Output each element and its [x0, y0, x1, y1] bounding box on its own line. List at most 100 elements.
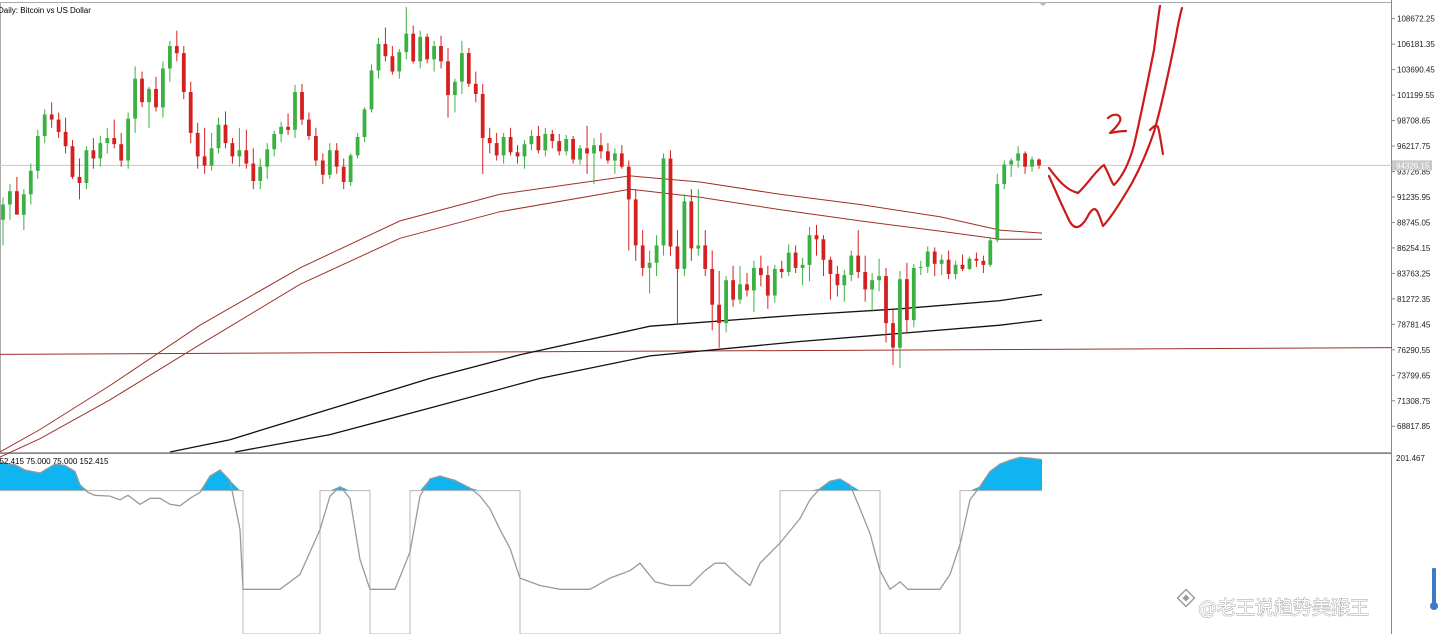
bull-candle-body — [543, 133, 548, 151]
bear-candle-body — [828, 259, 833, 274]
current-price-box — [1392, 160, 1432, 171]
candle — [800, 257, 805, 286]
bear-candle-body — [557, 141, 562, 152]
bear-candle-body — [473, 83, 478, 94]
price-panel — [0, 2, 1392, 453]
bull-candle-body — [460, 53, 464, 82]
bull-candle-body — [647, 262, 652, 268]
bear-candle-body — [341, 166, 346, 182]
candle — [543, 127, 548, 157]
axis-label: 108672.25 — [1397, 15, 1435, 24]
axis-label: 71308.75 — [1397, 397, 1431, 406]
candle — [1030, 156, 1034, 172]
bear-candle-body — [974, 258, 979, 261]
candle — [91, 138, 96, 169]
candle — [369, 64, 374, 113]
axis-label: 101199.55 — [1397, 91, 1435, 100]
candle — [835, 265, 840, 297]
candle — [84, 146, 89, 190]
bear-candle-body — [731, 280, 735, 300]
candle — [905, 262, 909, 333]
bull-candle-body — [807, 235, 812, 265]
candle — [140, 71, 144, 108]
bear-candle-body — [606, 151, 610, 161]
candle — [745, 273, 749, 297]
candle — [550, 129, 555, 149]
candle — [870, 273, 874, 312]
bear-candle-body — [619, 153, 624, 167]
bear-candle-body — [439, 46, 443, 62]
candle — [15, 176, 19, 215]
candle — [293, 84, 297, 139]
candle — [446, 48, 450, 118]
candle — [334, 143, 339, 174]
bear-candle-body — [703, 245, 708, 269]
bull-candle-body — [418, 36, 423, 62]
candle — [807, 227, 812, 282]
candle — [209, 132, 214, 171]
hand-drawn-annotation — [1047, 4, 1184, 229]
bull-candle-body — [348, 155, 353, 182]
candle — [626, 160, 631, 251]
candle — [515, 145, 520, 164]
price-axis: 108672.25 106181.35 103690.45 101199.55 9870… — [1391, 15, 1435, 431]
candle — [613, 148, 617, 174]
candle — [786, 244, 791, 277]
candle — [946, 250, 951, 280]
candle — [188, 81, 193, 144]
red-moving-average-line — [0, 175, 1043, 453]
bear-candle-body — [300, 92, 304, 120]
candle — [404, 7, 409, 60]
candle — [814, 224, 819, 256]
bull-candle-body — [272, 133, 277, 150]
bear-candle-body — [70, 146, 75, 177]
bull-candle-body — [654, 245, 659, 263]
bull-candle-body — [898, 279, 902, 348]
bear-candle-body — [202, 156, 207, 166]
bear-candle-body — [814, 235, 819, 240]
bull-candle-body — [772, 268, 777, 296]
bull-candle-body — [738, 284, 742, 300]
scroll-thermometer-icon[interactable] — [1430, 568, 1438, 610]
bear-candle-body — [56, 119, 61, 132]
candle — [842, 269, 847, 302]
candle — [696, 189, 701, 256]
bear-candle-body — [960, 264, 965, 269]
candle — [647, 250, 652, 294]
bull-candle-body — [529, 136, 534, 145]
candle — [8, 184, 12, 220]
bull-candle-body — [327, 150, 332, 175]
candle — [119, 132, 124, 167]
candle — [279, 121, 283, 143]
bull-candle-body — [216, 124, 221, 149]
bull-candle-body — [682, 201, 687, 269]
candle — [376, 37, 381, 79]
candle — [314, 127, 318, 166]
oscillator-line — [0, 456, 1043, 591]
moving-averages — [0, 175, 1043, 458]
candle — [1016, 146, 1020, 168]
bull-candle-body — [800, 264, 805, 268]
candle — [265, 143, 270, 179]
bear-candle-body — [181, 53, 186, 92]
bull-candle-body — [752, 267, 756, 291]
bull-candle-body — [258, 166, 263, 181]
bear-candle-body — [550, 133, 555, 142]
axis-label: 93726.85 — [1397, 167, 1431, 176]
candle — [480, 83, 485, 174]
current-price-label: 94326.15 — [1396, 161, 1430, 170]
bear-candle-body — [230, 143, 235, 157]
candle — [63, 117, 68, 154]
bear-candle-body — [932, 251, 937, 264]
candle — [689, 189, 694, 261]
candle — [1009, 158, 1014, 177]
bull-candle-body — [42, 114, 47, 136]
candle — [877, 258, 881, 292]
candle — [473, 71, 478, 103]
candle — [738, 265, 742, 304]
bear-candle-body — [835, 274, 840, 286]
bear-candle-body — [154, 88, 158, 108]
candle — [168, 40, 172, 82]
bull-candle-body — [1016, 153, 1020, 161]
candle — [967, 256, 972, 270]
